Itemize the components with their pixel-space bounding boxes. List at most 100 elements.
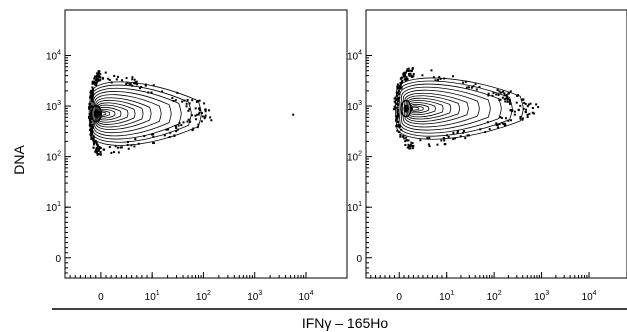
event-dot xyxy=(200,112,203,115)
event-dot xyxy=(399,85,402,88)
event-dot xyxy=(93,80,96,83)
event-dot xyxy=(399,135,402,138)
event-dot xyxy=(409,147,412,150)
event-dot xyxy=(94,140,97,143)
event-dot xyxy=(399,125,402,128)
event-dot xyxy=(402,72,405,75)
event-dot xyxy=(397,103,400,106)
event-dot xyxy=(492,91,495,94)
event-dot xyxy=(497,93,500,96)
event-dot xyxy=(397,113,400,116)
event-dot xyxy=(464,137,467,140)
x-tick-exponent: 3 xyxy=(258,290,262,297)
event-dot xyxy=(397,98,400,101)
event-dot xyxy=(408,147,411,150)
event-dot xyxy=(393,105,396,108)
event-dot xyxy=(467,86,470,89)
event-dot xyxy=(503,92,506,95)
event-dot xyxy=(152,141,155,144)
event-dot xyxy=(209,116,212,119)
event-dot xyxy=(428,136,431,139)
event-dot xyxy=(171,97,174,100)
y-tick-exponent: 1 xyxy=(57,201,61,208)
contour-line xyxy=(89,84,192,143)
event-dot xyxy=(524,102,527,105)
event-dot xyxy=(92,82,95,85)
event-dot xyxy=(185,102,188,105)
event-dot xyxy=(135,80,138,83)
event-dot xyxy=(95,142,98,145)
event-dot xyxy=(487,94,490,97)
panel-frame xyxy=(64,9,348,279)
event-dot xyxy=(396,91,399,94)
event-dot xyxy=(502,90,505,93)
event-dot xyxy=(120,146,123,149)
panel-2: 0 101 102 103 104 0 101 102 103 104 xyxy=(347,9,627,303)
event-dot xyxy=(126,81,129,84)
event-dot xyxy=(411,142,414,145)
event-dot xyxy=(500,117,503,120)
event-dot xyxy=(529,102,532,105)
event-dot xyxy=(114,145,117,148)
event-dot xyxy=(152,135,155,138)
event-dot xyxy=(107,77,110,80)
event-dot xyxy=(200,120,203,123)
event-dot xyxy=(108,145,111,148)
event-dot xyxy=(182,121,185,124)
contour-line xyxy=(404,92,469,125)
event-dot xyxy=(97,152,100,155)
event-dot xyxy=(95,82,98,85)
event-dot xyxy=(405,139,408,142)
event-dot xyxy=(439,77,442,80)
event-dot xyxy=(95,79,98,82)
y-tick-exponent: 3 xyxy=(358,100,362,107)
event-dot xyxy=(196,113,199,116)
event-dot xyxy=(174,125,177,128)
event-dot xyxy=(520,98,523,101)
x-tick-exponent: 2 xyxy=(207,290,211,297)
event-dot xyxy=(195,118,198,121)
event-dot xyxy=(139,87,142,90)
event-dot xyxy=(531,111,534,114)
event-dot xyxy=(428,145,431,148)
event-dot xyxy=(410,141,413,144)
event-dot xyxy=(163,134,166,137)
contour-line xyxy=(398,83,502,134)
event-dot xyxy=(393,100,396,103)
event-dot xyxy=(101,76,104,79)
event-dot xyxy=(407,67,410,70)
event-dot xyxy=(96,75,99,78)
event-dot xyxy=(515,101,518,104)
event-dot xyxy=(504,124,507,127)
event-dot xyxy=(90,136,93,139)
x-tick-exponent: 2 xyxy=(498,290,502,297)
event-dot xyxy=(406,78,409,81)
event-dot xyxy=(412,145,415,148)
panel-1: 0 101 102 103 104 0 101 102 103 104 xyxy=(46,9,348,303)
contour-line xyxy=(412,106,420,111)
event-dot xyxy=(522,98,525,101)
event-dot xyxy=(133,145,136,148)
event-dot xyxy=(117,151,120,154)
event-dot xyxy=(434,79,437,82)
y-tick-label: 104 xyxy=(46,50,61,63)
event-dot xyxy=(400,77,403,80)
event-dot xyxy=(513,110,516,113)
event-dot xyxy=(178,122,181,125)
event-dot xyxy=(175,126,178,129)
event-dot xyxy=(404,77,407,80)
event-dot xyxy=(517,109,520,112)
event-dot xyxy=(95,81,98,84)
event-dot xyxy=(470,86,473,89)
event-dot xyxy=(152,133,155,136)
event-dot xyxy=(531,107,534,110)
event-dot xyxy=(152,84,155,87)
event-dot xyxy=(533,112,536,115)
event-dot xyxy=(191,99,194,102)
event-dot xyxy=(116,146,119,149)
event-dot xyxy=(188,102,191,105)
event-dot xyxy=(110,151,113,154)
event-dot xyxy=(409,144,412,147)
event-dot xyxy=(177,124,180,127)
x-tick-label: 103 xyxy=(247,290,262,303)
